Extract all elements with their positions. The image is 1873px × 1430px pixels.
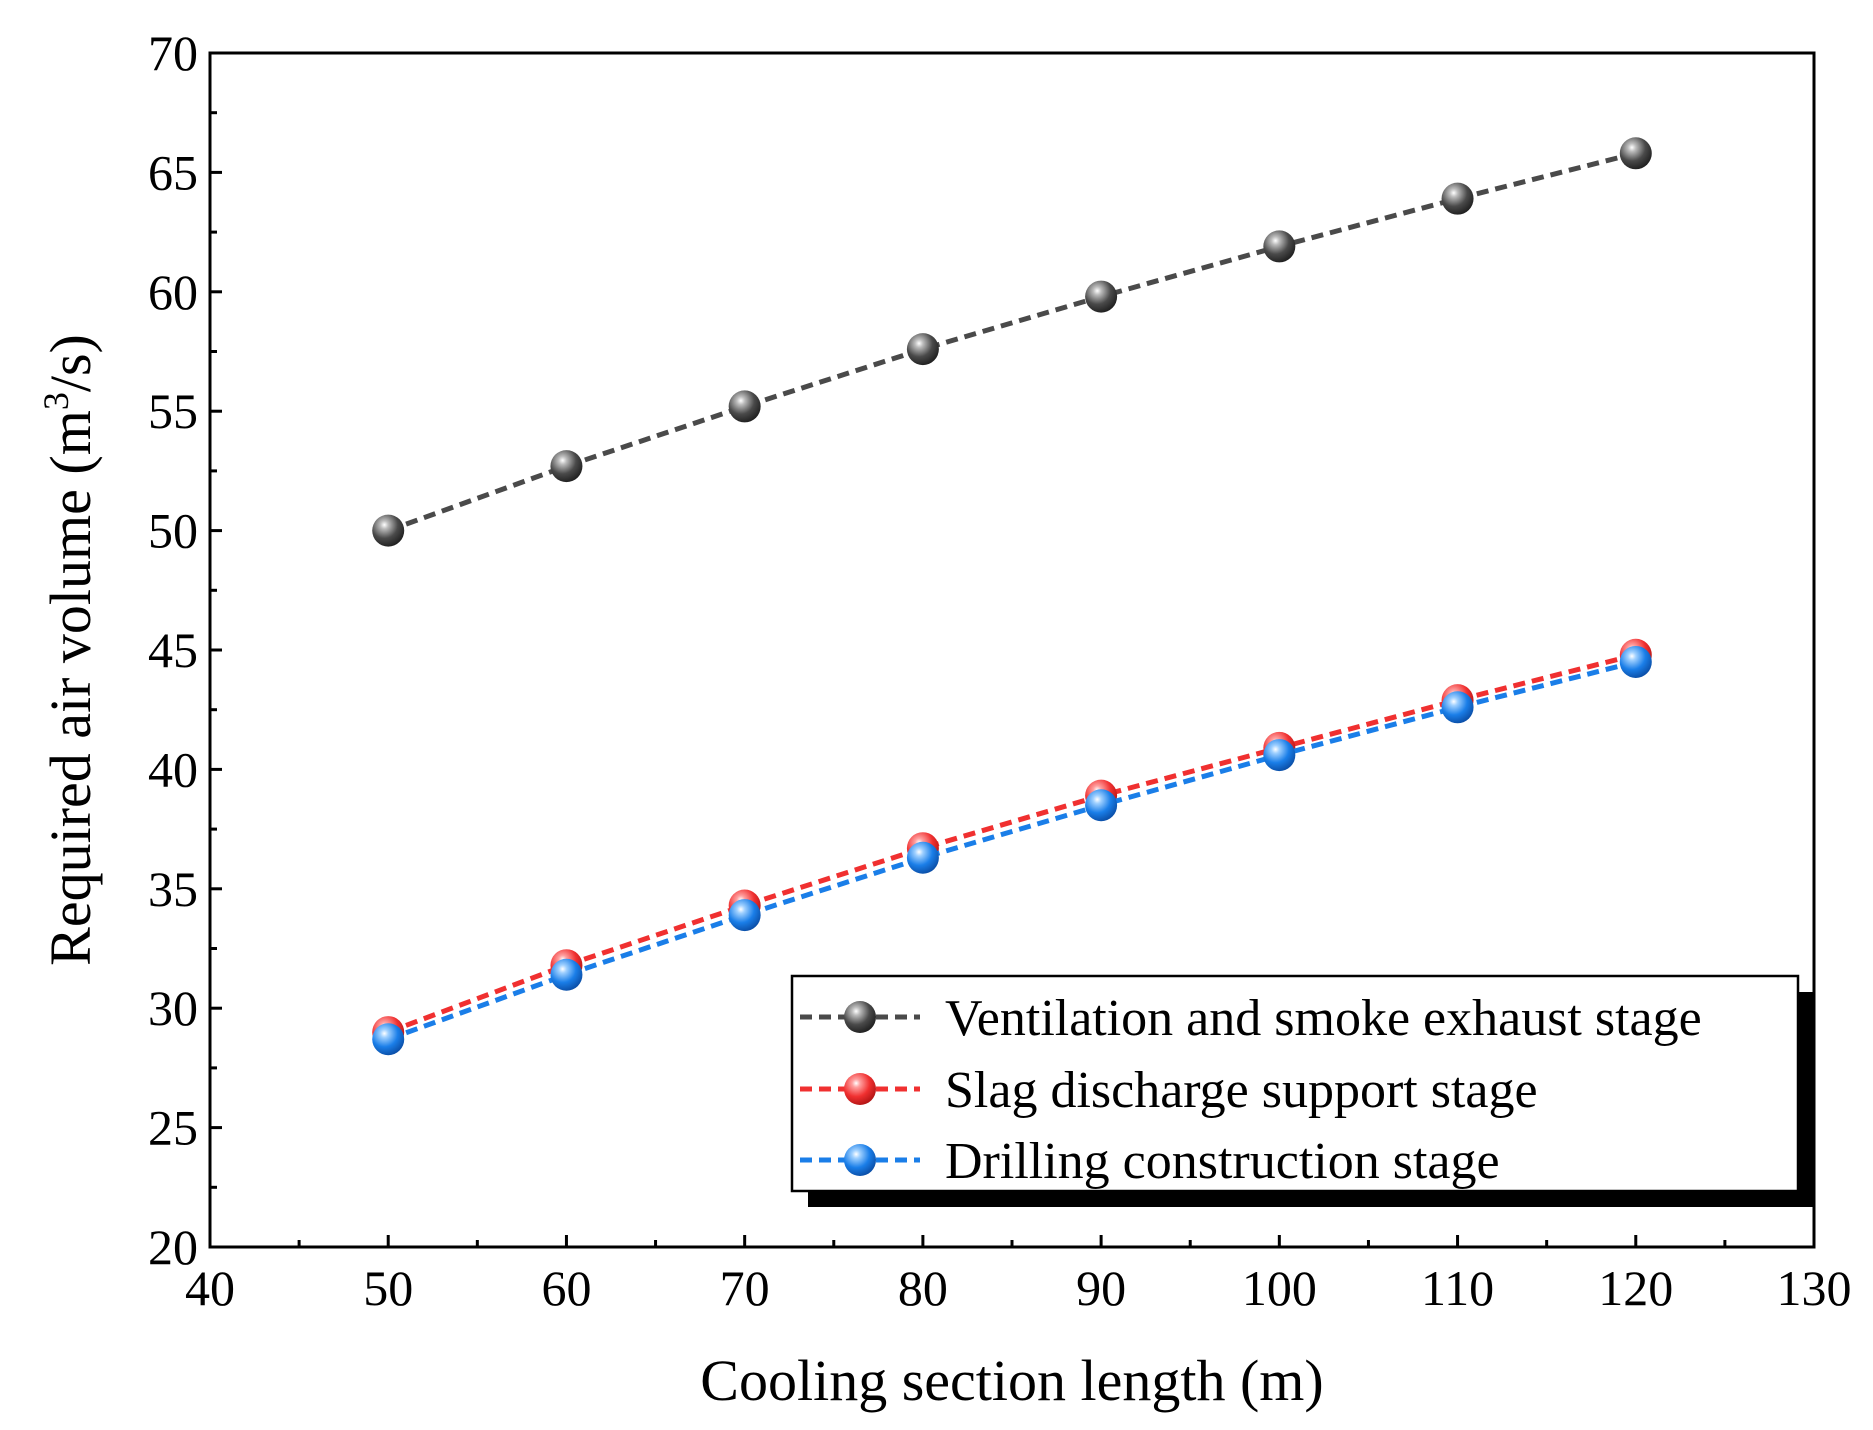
data-point	[906, 841, 939, 874]
x-tick-label: 80	[898, 1260, 948, 1316]
legend-label: Drilling construction stage	[945, 1133, 1500, 1190]
y-tick-label: 60	[148, 264, 198, 320]
series-group	[372, 137, 1652, 1056]
series-line	[387, 652, 1637, 1035]
y-axis-title-main: Required air volume (m	[38, 410, 103, 966]
data-point	[1263, 739, 1296, 772]
y-axis-title-superscript: 3	[36, 392, 76, 410]
data-point	[372, 514, 405, 547]
series-line	[387, 659, 1637, 1042]
x-tick-label: 90	[1076, 1260, 1126, 1316]
legend-marker	[844, 1144, 876, 1176]
data-point	[1619, 137, 1652, 170]
x-tick-label: 100	[1242, 1260, 1317, 1316]
series-2	[372, 645, 1652, 1056]
y-tick-label: 20	[148, 1219, 198, 1275]
y-tick-label: 70	[148, 25, 198, 81]
x-axis-title: Cooling section length (m)	[700, 1348, 1323, 1413]
data-point	[550, 958, 583, 991]
y-axis: 20 25 30 35 40 45 50 55 60 65 70	[148, 25, 222, 1275]
legend-box	[790, 974, 1800, 1193]
x-tick-label: 40	[185, 1260, 235, 1316]
legend-label: Ventilation and smoke exhaust stage	[945, 990, 1702, 1047]
x-tick-label: 60	[541, 1260, 591, 1316]
legend: Ventilation and smoke exhaust stage Slag …	[790, 974, 1814, 1207]
series-line	[387, 150, 1637, 533]
series-0	[372, 137, 1652, 547]
x-tick-label: 110	[1421, 1260, 1494, 1316]
x-tick-label: 50	[363, 1260, 413, 1316]
y-tick-label: 40	[148, 741, 198, 797]
data-point	[550, 450, 583, 483]
data-point	[1619, 645, 1652, 678]
y-tick-label: 45	[148, 622, 198, 678]
legend-item: Drilling construction stage	[800, 1133, 1500, 1190]
legend-label: Slag discharge support stage	[945, 1062, 1538, 1119]
y-axis-title: Required air volume (m3/s)	[36, 334, 103, 966]
y-tick-label: 35	[148, 861, 198, 917]
y-axis-title-tail: /s)	[38, 334, 103, 392]
y-tick-label: 50	[148, 503, 198, 559]
data-point	[1085, 280, 1118, 313]
data-point	[1263, 230, 1296, 263]
x-tick-label: 70	[720, 1260, 770, 1316]
legend-item: Slag discharge support stage	[800, 1062, 1538, 1119]
x-tick-label: 120	[1598, 1260, 1673, 1316]
legend-marker	[844, 1001, 876, 1033]
data-point	[1085, 789, 1118, 822]
data-point	[1441, 691, 1474, 724]
data-point	[372, 1023, 405, 1056]
legend-marker	[844, 1073, 876, 1105]
legend-item: Ventilation and smoke exhaust stage	[800, 990, 1702, 1047]
y-tick-label: 25	[148, 1100, 198, 1156]
y-tick-label: 55	[148, 383, 198, 439]
x-axis: 40 50 60 70 80 90 100 110 120 130	[185, 1235, 1852, 1316]
y-tick-label: 30	[148, 980, 198, 1036]
data-point	[728, 390, 761, 423]
data-point	[906, 333, 939, 366]
data-point	[1441, 182, 1474, 215]
y-tick-label: 65	[148, 144, 198, 200]
x-tick-label: 130	[1777, 1260, 1852, 1316]
data-point	[728, 899, 761, 932]
